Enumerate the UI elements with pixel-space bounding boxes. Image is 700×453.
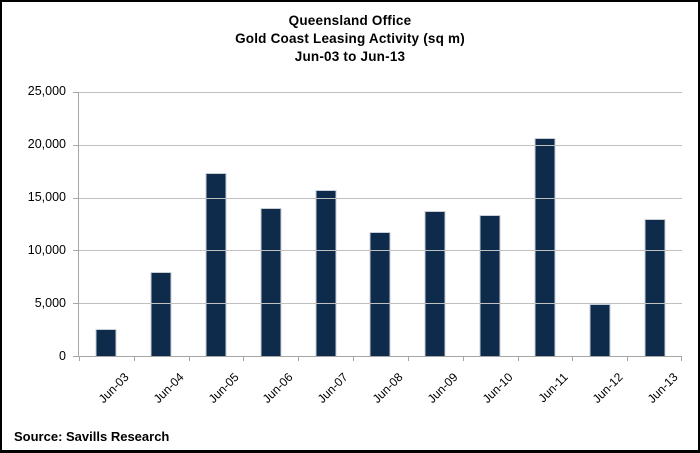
x-axis-tick xyxy=(243,356,245,361)
bar-series xyxy=(79,92,682,356)
bar-slot xyxy=(353,92,408,356)
x-axis-tick-label: Jun-10 xyxy=(479,370,516,406)
bar-Jun-06 xyxy=(260,208,282,356)
x-axis-tick xyxy=(79,356,80,361)
chart-title-line-3: Jun-03 to Jun-13 xyxy=(294,49,406,64)
x-axis-tick xyxy=(407,356,409,361)
y-axis-tick xyxy=(73,250,78,252)
y-axis-tick xyxy=(73,197,78,199)
x-label-slot: Jun-06 xyxy=(243,358,298,422)
x-label-slot: Jun-13 xyxy=(627,358,682,422)
bar-Jun-11 xyxy=(534,138,556,356)
x-label-slot: Jun-09 xyxy=(407,358,462,422)
x-label-slot: Jun-05 xyxy=(188,358,243,422)
x-axis-tick xyxy=(627,356,629,361)
y-axis-tick-label: 5,000 xyxy=(34,296,66,310)
y-axis-tick-label: 10,000 xyxy=(27,243,66,257)
y-axis-tick xyxy=(73,303,78,305)
y-axis-tick xyxy=(73,92,78,93)
plot-area xyxy=(73,92,682,361)
y-axis-tick-label: 25,000 xyxy=(27,84,66,98)
x-axis-tick-label: Jun-13 xyxy=(644,370,681,406)
bar-slot xyxy=(79,92,134,356)
bar-slot xyxy=(134,92,189,356)
bar-Jun-12 xyxy=(589,304,611,356)
y-axis-tick-label: 15,000 xyxy=(27,190,66,204)
x-label-slot: Jun-12 xyxy=(572,358,627,422)
chart-title-line-2: Gold Coast Leasing Activity (sq m) xyxy=(235,31,465,46)
gridline xyxy=(79,197,682,199)
x-label-slot: Jun-07 xyxy=(298,358,353,422)
gridline xyxy=(79,250,682,252)
gridline xyxy=(79,92,682,93)
x-axis-tick xyxy=(133,356,135,361)
bar-Jun-13 xyxy=(644,218,666,356)
bar-slot xyxy=(189,92,244,356)
bar-slot xyxy=(572,92,627,356)
bar-slot xyxy=(243,92,298,356)
x-axis-tick xyxy=(188,356,190,361)
y-axis-tick xyxy=(73,356,78,357)
x-axis-tick-label: Jun-11 xyxy=(535,370,571,406)
x-axis-tick-label: Jun-06 xyxy=(260,370,297,406)
bar-Jun-08 xyxy=(369,232,391,356)
y-axis-tick-label: 0 xyxy=(59,349,66,363)
x-label-slot: Jun-03 xyxy=(78,358,133,422)
chart-title: Queensland Office Gold Coast Leasing Act… xyxy=(2,12,698,66)
x-axis-tick xyxy=(353,356,355,361)
gridline xyxy=(79,303,682,305)
x-axis-labels: Jun-03 Jun-04 Jun-05 Jun-06 Jun-07 Jun-08 Jun-… xyxy=(78,358,682,422)
x-label-slot: Jun-11 xyxy=(517,358,572,422)
y-axis-tick xyxy=(73,144,78,146)
x-axis-tick-label: Jun-12 xyxy=(589,370,626,406)
bar-slot xyxy=(298,92,353,356)
x-label-slot: Jun-04 xyxy=(133,358,188,422)
bar-slot xyxy=(408,92,463,356)
bar-Jun-04 xyxy=(150,271,172,356)
chart-title-line-1: Queensland Office xyxy=(288,13,412,28)
bar-Jun-07 xyxy=(315,190,337,356)
bar-Jun-10 xyxy=(479,214,501,356)
x-axis-tick xyxy=(572,356,574,361)
x-axis-tick-label: Jun-04 xyxy=(150,370,187,406)
gridline xyxy=(79,144,682,146)
x-axis-tick xyxy=(681,356,682,361)
x-axis-tick-label: Jun-09 xyxy=(424,370,461,406)
x-axis-tick-label: Jun-08 xyxy=(370,370,406,406)
y-axis-labels: 25,000 20,000 15,000 10,000 5,000 0 xyxy=(2,84,72,363)
source-note: Source: Savills Research xyxy=(14,429,170,444)
x-axis-tick-label: Jun-07 xyxy=(315,370,351,406)
x-axis-tick xyxy=(462,356,464,361)
x-axis-tick-label: Jun-03 xyxy=(95,370,132,406)
bar-Jun-05 xyxy=(205,173,227,356)
x-axis-ticks xyxy=(79,356,682,361)
y-axis-tick-label: 20,000 xyxy=(27,137,66,151)
bar-slot xyxy=(518,92,573,356)
bar-slot xyxy=(463,92,518,356)
x-axis-tick xyxy=(517,356,519,361)
bar-Jun-09 xyxy=(424,211,446,356)
x-label-slot: Jun-08 xyxy=(353,358,408,422)
x-axis-tick xyxy=(298,356,300,361)
bar-slot xyxy=(627,92,682,356)
bar-Jun-03 xyxy=(95,328,117,356)
x-label-slot: Jun-10 xyxy=(462,358,517,422)
x-axis-tick-label: Jun-05 xyxy=(205,370,242,406)
